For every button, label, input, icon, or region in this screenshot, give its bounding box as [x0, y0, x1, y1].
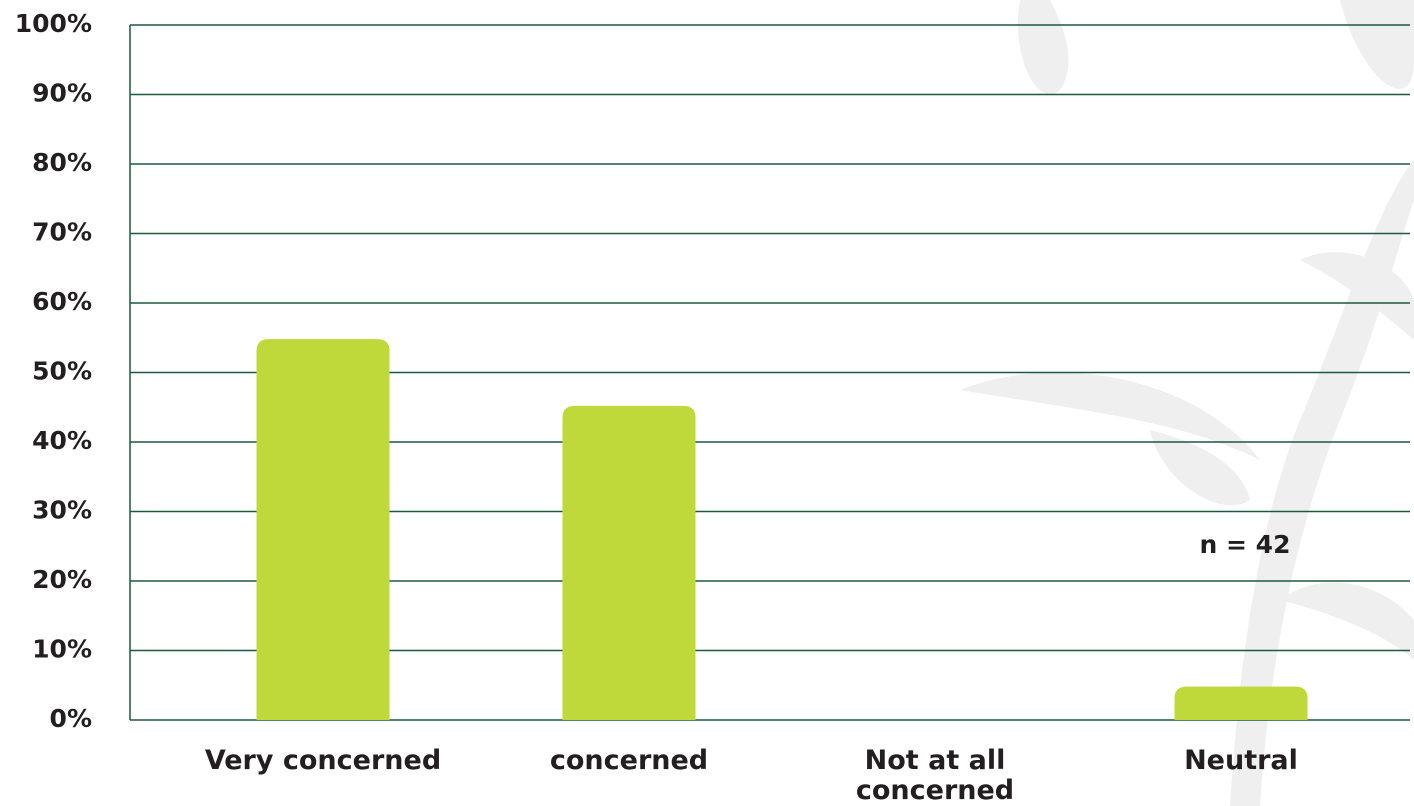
x-tick-label: concerned [549, 745, 709, 776]
y-tick-label: 70% [32, 218, 92, 247]
y-tick-label: 40% [32, 426, 92, 455]
x-tick-label: Neutral [1184, 745, 1298, 776]
y-tick-label: 50% [32, 357, 92, 386]
bar [1174, 686, 1308, 720]
y-tick-label: 20% [32, 565, 92, 594]
bar [562, 405, 696, 720]
x-tick-label: Not at all concerned [855, 745, 1015, 806]
y-tick-label: 30% [32, 496, 92, 525]
bar [256, 339, 390, 720]
annotation: n = 42 [1200, 530, 1291, 559]
y-tick-label: 60% [32, 287, 92, 316]
y-tick-label: 80% [32, 148, 92, 177]
y-tick-label: 0% [50, 704, 92, 733]
x-tick-label: Very concerned [204, 745, 442, 776]
y-tick-label: 90% [32, 79, 92, 108]
y-tick-label: 100% [15, 9, 92, 38]
y-tick-label: 10% [32, 635, 92, 664]
background-leaves [960, 0, 1414, 806]
